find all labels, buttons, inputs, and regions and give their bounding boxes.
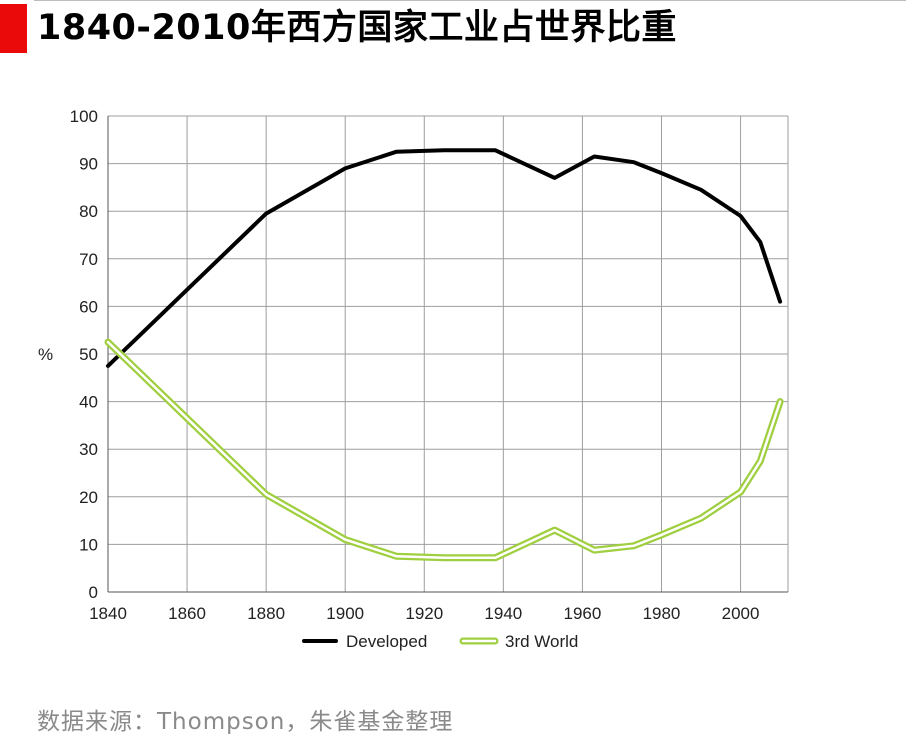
- x-tick-label: 2000: [722, 604, 760, 623]
- top-divider: [34, 0, 906, 1]
- y-tick-label: 90: [79, 155, 98, 174]
- page-title: 1840-2010年西方国家工业占世界比重: [37, 8, 677, 48]
- chart-axes: 0 10 20 30 40 50 60 70 80 90 100 1840 1860 1880 1900 19…: [38, 107, 788, 623]
- x-tick-label: 1980: [643, 604, 681, 623]
- series-line-3rd-world: [104, 338, 784, 562]
- y-tick-label: 80: [79, 202, 98, 221]
- x-tick-label: 1920: [405, 604, 443, 623]
- chart-series: [104, 148, 784, 562]
- y-tick-label: 100: [70, 107, 98, 126]
- chart-grid: [107, 115, 789, 593]
- series-line-developed: [106, 148, 783, 368]
- y-tick-label: 10: [79, 535, 98, 554]
- x-tick-label: 1960: [564, 604, 602, 623]
- y-axis-label: %: [38, 345, 53, 364]
- legend-label-3rd-world: 3rd World: [505, 632, 578, 651]
- x-tick-label: 1880: [247, 604, 285, 623]
- x-tick-label: 1900: [326, 604, 364, 623]
- x-tick-label: 1840: [89, 604, 127, 623]
- y-tick-label: 30: [79, 440, 98, 459]
- x-tick-label: 1860: [168, 604, 206, 623]
- title-accent-bar: [0, 4, 27, 53]
- legend-label-developed: Developed: [346, 632, 427, 651]
- x-tick-label: 1940: [484, 604, 522, 623]
- y-tick-label: 50: [79, 345, 98, 364]
- series-line-3rd-world-inner: [106, 340, 782, 559]
- y-tick-label: 20: [79, 488, 98, 507]
- y-tick-label: 70: [79, 250, 98, 269]
- y-tick-label: 40: [79, 393, 98, 412]
- y-tick-label: 0: [89, 583, 98, 602]
- source-note: 数据来源：Thompson，朱雀基金整理: [37, 709, 454, 735]
- y-tick-label: 60: [79, 297, 98, 316]
- chart-legend: Developed 3rd World: [302, 632, 578, 651]
